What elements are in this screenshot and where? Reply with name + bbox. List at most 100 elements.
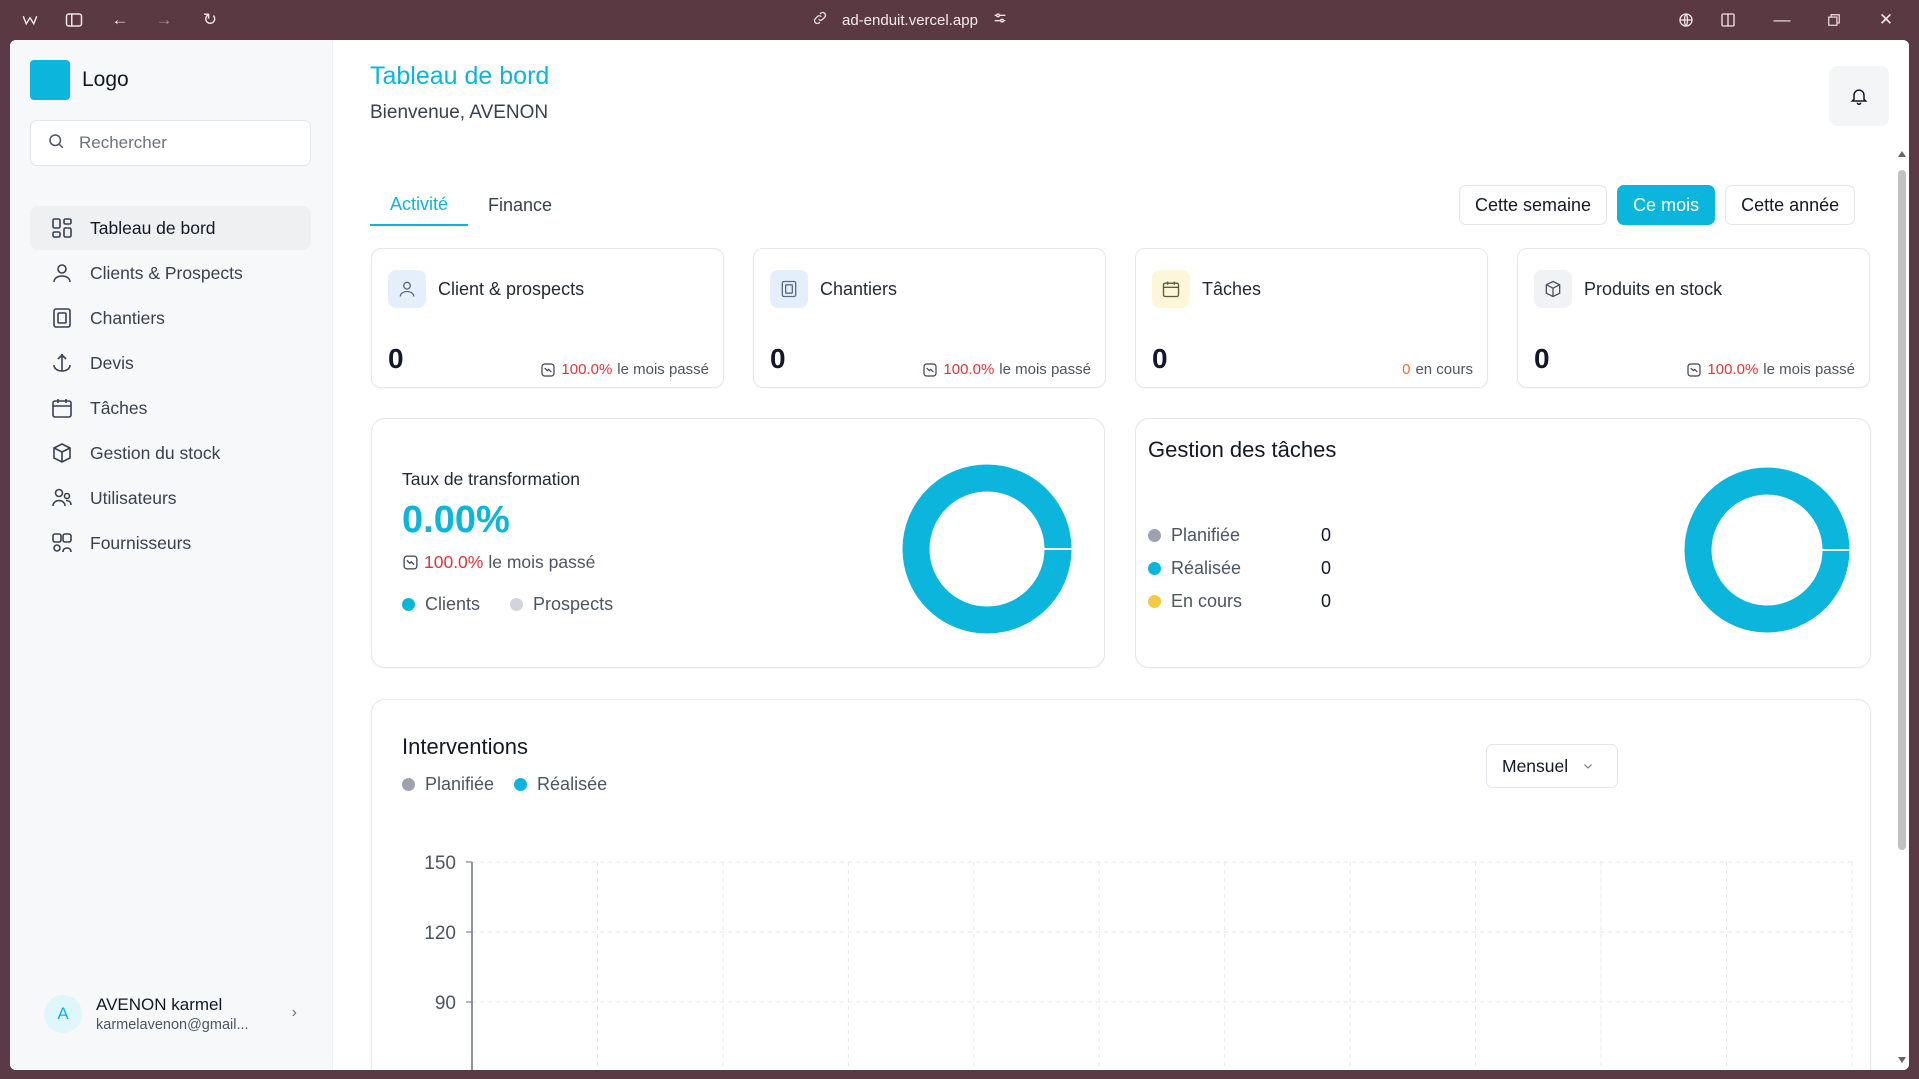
scrollbar[interactable] <box>1895 150 1909 1070</box>
stat-card-chantiers[interactable]: Chantiers 0 100.0% le mois passé <box>753 248 1106 388</box>
stat-title: Client & prospects <box>438 279 585 299</box>
task-label: Planifiée <box>1171 525 1241 545</box>
box-icon <box>1534 270 1572 308</box>
trend-down-icon <box>1687 362 1702 377</box>
browser-logo-icon[interactable] <box>20 10 40 30</box>
tasks-title: Gestion des tâches <box>1148 437 1337 462</box>
conversion-card: Taux de transformation 0.00% 100.0% le m… <box>371 418 1105 668</box>
sidebar-item-fournisseurs[interactable]: Fournisseurs <box>30 521 311 565</box>
sidebar-item-label: Gestion du stock <box>90 442 221 463</box>
avatar: A <box>44 995 82 1033</box>
sidebar-item-label: Tableau de bord <box>90 217 216 238</box>
forward-icon[interactable]: → <box>155 10 173 29</box>
legend-dot <box>514 778 528 791</box>
sidebar-item-utilisateurs[interactable]: Utilisateurs <box>30 476 311 520</box>
user-profile[interactable]: A AVENON karmel karmelavenon@gmail... › <box>30 984 311 1044</box>
legend-label: Planifiée <box>425 774 495 794</box>
tab-finance[interactable]: Finance <box>488 194 553 215</box>
interventions-chart: 150 120 90 <box>424 853 1853 1070</box>
search-icon <box>47 132 65 155</box>
stat-value: 0 <box>1152 343 1168 374</box>
user-email: karmelavenon@gmail... <box>96 1017 249 1033</box>
tab-bar: Activité Finance <box>370 184 572 226</box>
task-count: 0 <box>1321 558 1332 578</box>
user-icon <box>53 264 71 283</box>
sidebar-item-gestion-stock[interactable]: Gestion du stock <box>30 431 311 475</box>
search-box[interactable] <box>30 120 311 166</box>
notifications-button[interactable] <box>1829 66 1889 126</box>
legend-label: Clients <box>425 594 481 614</box>
trend-label: le mois passé <box>999 361 1091 378</box>
sidebar-nav: Tableau de bord Clients & Prospects Chan… <box>30 206 311 566</box>
stat-value: 0 <box>1534 343 1550 374</box>
interval-select-value: Mensuel <box>1502 755 1569 776</box>
calendar-icon <box>1152 270 1190 308</box>
chart-y-tick-label: 150 <box>424 853 456 874</box>
task-count: 0 <box>1321 591 1332 611</box>
period-ce-mois-button[interactable]: Ce mois <box>1617 185 1716 225</box>
scroll-down-icon[interactable] <box>1898 1056 1906 1064</box>
suppliers-icon <box>52 533 72 553</box>
legend-dot <box>510 598 524 611</box>
logo-mark <box>30 60 70 100</box>
sidebar-toggle-icon[interactable] <box>64 10 84 30</box>
period-cette-semaine-button[interactable]: Cette semaine <box>1459 185 1608 225</box>
logo[interactable]: Logo <box>30 60 129 100</box>
task-row-en-cours: En cours 0 <box>1148 585 1331 618</box>
period-selector: Cette semaine Ce mois Cette année <box>1459 185 1856 225</box>
site-settings-icon[interactable] <box>992 10 1008 30</box>
scroll-thumb[interactable] <box>1898 170 1906 850</box>
interval-select[interactable]: Mensuel <box>1486 744 1618 788</box>
reload-icon[interactable]: ↻ <box>202 10 218 29</box>
stat-value: 0 <box>388 343 404 374</box>
app-window: Logo Tableau de bord Clients & Prospects… <box>10 40 1909 1070</box>
tab-activite[interactable]: Activité <box>370 184 469 226</box>
back-icon[interactable]: ← <box>111 10 129 29</box>
legend-item-prospects: Prospects <box>510 594 613 615</box>
minimize-icon[interactable]: — <box>1773 10 1791 29</box>
stat-card-produits[interactable]: Produits en stock 0 100.0% le mois passé <box>1517 248 1870 388</box>
sidebar-item-chantiers[interactable]: Chantiers <box>30 296 311 340</box>
conversion-trend: 100.0% le mois passé <box>402 552 595 573</box>
trend-percent: 100.0% <box>1707 361 1759 378</box>
logo-text: Logo <box>82 68 129 91</box>
url-text: ad-enduit.vercel.app <box>842 11 978 29</box>
stat-title: Tâches <box>1202 279 1262 299</box>
legend-item-clients: Clients <box>402 594 480 615</box>
address-bar[interactable]: ad-enduit.vercel.app <box>812 9 1008 31</box>
globe-icon[interactable] <box>1676 10 1696 30</box>
task-label: En cours <box>1171 591 1243 611</box>
stat-card-clients[interactable]: Client & prospects 0 100.0% le mois pass… <box>371 248 724 388</box>
search-input[interactable] <box>79 133 299 153</box>
trend-percent: 100.0% <box>943 361 995 378</box>
period-cette-annee-button[interactable]: Cette année <box>1725 185 1856 225</box>
split-view-icon[interactable] <box>1718 10 1738 30</box>
stat-title: Produits en stock <box>1584 279 1723 299</box>
stat-value: 0 <box>770 343 786 374</box>
interventions-card: Interventions Planifiée Réalisée Mensuel… <box>371 699 1871 1070</box>
main-content: Tableau de bord Bienvenue, AVENON Activi… <box>333 40 1909 1070</box>
sidebar-item-taches[interactable]: Tâches <box>30 386 311 430</box>
sidebar: Logo Tableau de bord Clients & Prospects… <box>10 40 333 1070</box>
trend-label: le mois passé <box>617 361 709 378</box>
scroll-up-icon[interactable] <box>1898 150 1906 158</box>
sidebar-item-label: Devis <box>90 352 134 373</box>
stat-card-taches[interactable]: Tâches 0 0 en cours <box>1135 248 1488 388</box>
conversion-legend: Clients Prospects <box>402 594 613 615</box>
close-window-icon[interactable]: ✕ <box>1878 10 1894 29</box>
task-count: 0 <box>1321 525 1332 545</box>
stat-title: Chantiers <box>820 279 898 299</box>
tasks-list: Planifiée 0 Réalisée 0 En cours 0 <box>1148 519 1331 618</box>
sidebar-item-devis[interactable]: Devis <box>30 341 311 385</box>
sidebar-item-clients-prospects[interactable]: Clients & Prospects <box>30 251 311 295</box>
chart-y-tick-label: 120 <box>424 923 456 944</box>
donut-ring <box>1684 467 1850 633</box>
sidebar-item-tableau-de-bord[interactable]: Tableau de bord <box>30 206 311 250</box>
restore-icon[interactable] <box>1824 10 1844 30</box>
task-row-planifiee: Planifiée 0 <box>1148 519 1331 552</box>
box-icon <box>53 443 71 463</box>
legend-item-planifiee: Planifiée <box>402 774 494 795</box>
stat-trend: 100.0% le mois passé <box>540 361 709 378</box>
sidebar-item-label: Fournisseurs <box>90 532 192 553</box>
conversion-value: 0.00% <box>402 499 510 541</box>
